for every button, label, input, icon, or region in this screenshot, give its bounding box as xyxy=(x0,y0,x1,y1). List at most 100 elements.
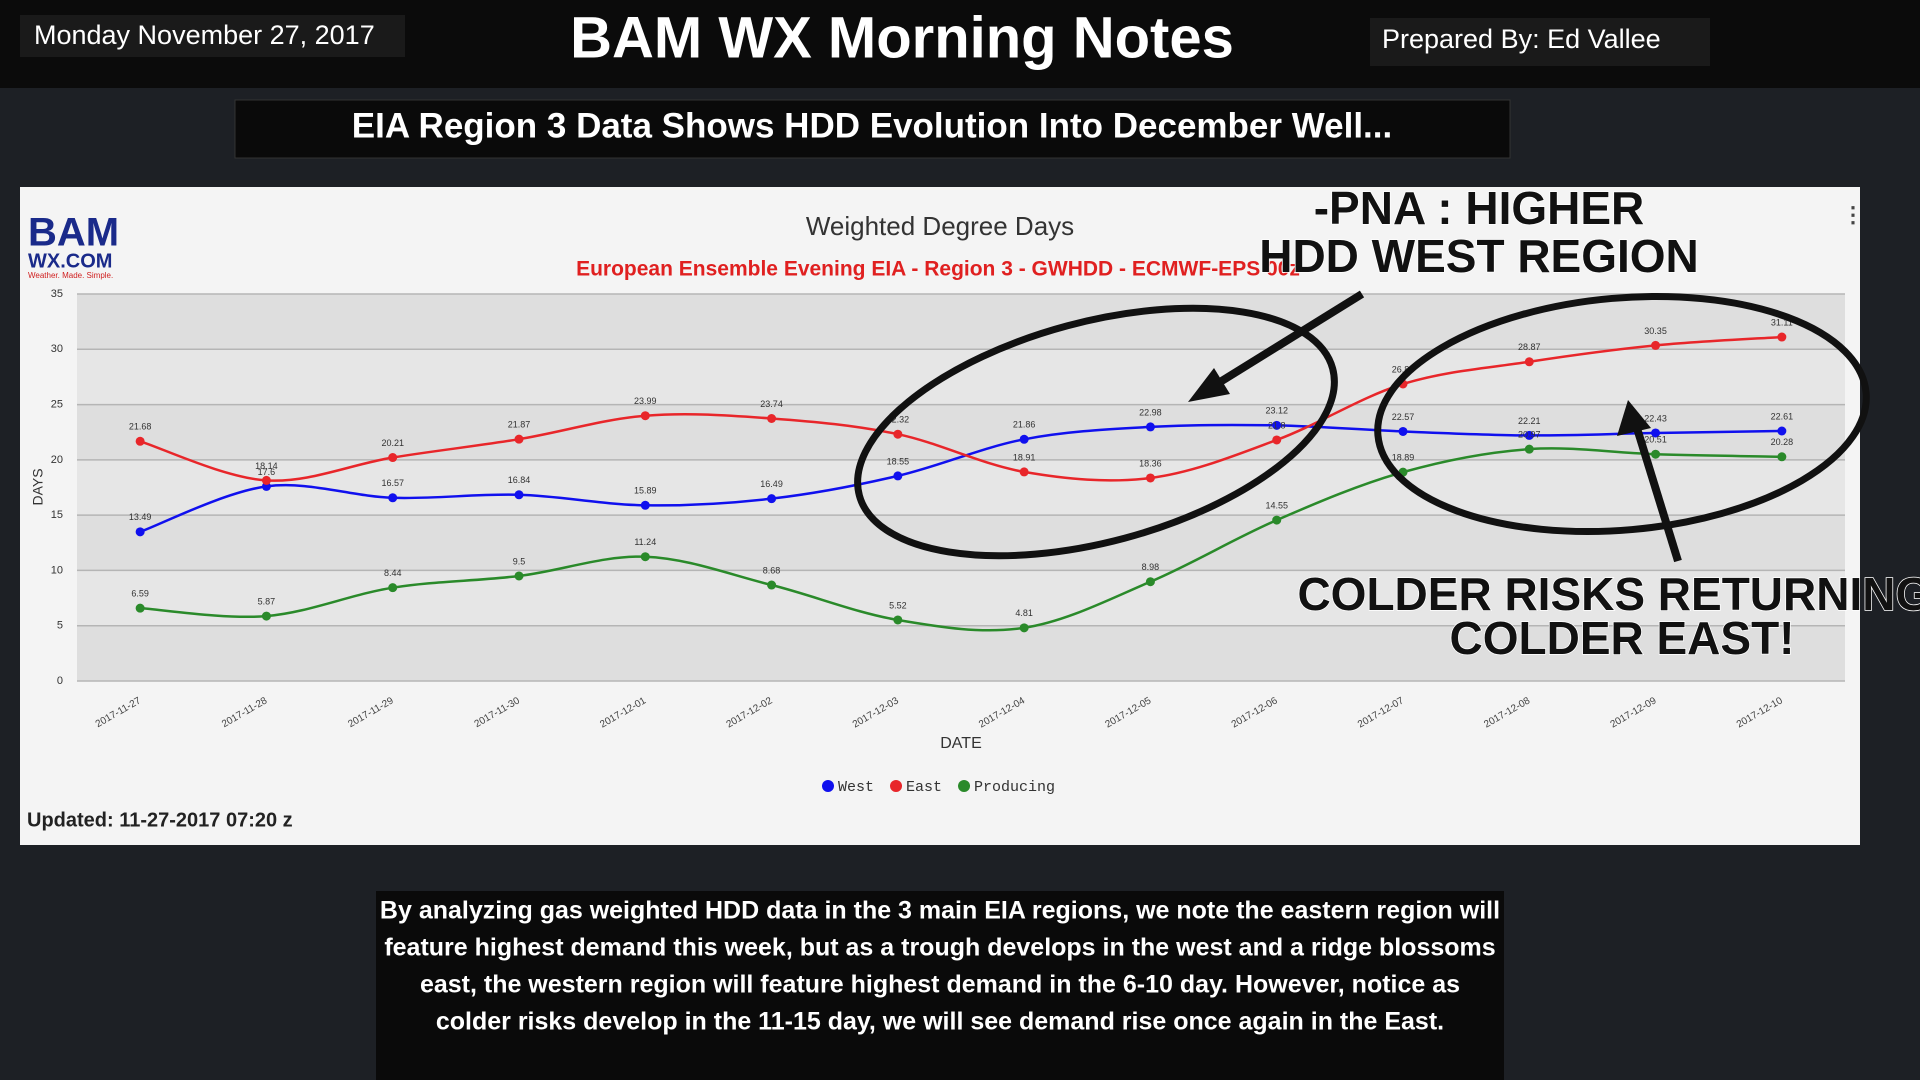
data-label: 20.28 xyxy=(1771,437,1794,447)
data-label: 15.89 xyxy=(634,486,657,496)
logo-site: WX.COM xyxy=(28,250,112,272)
y-tick-label: 20 xyxy=(51,454,63,466)
data-label: 9.5 xyxy=(513,556,526,566)
logo-brand: BAM xyxy=(28,211,119,255)
headline: EIA Region 3 Data Shows HDD Evolution In… xyxy=(352,106,1392,145)
legend-label: West xyxy=(838,779,874,796)
data-point xyxy=(135,436,145,446)
chart-title: Weighted Degree Days xyxy=(806,211,1074,241)
series-line xyxy=(139,335,1782,482)
data-label: 18.91 xyxy=(1013,452,1036,462)
data-point xyxy=(893,429,903,439)
data-point xyxy=(640,552,650,562)
data-point xyxy=(1019,623,1029,633)
data-label: 23.12 xyxy=(1265,406,1288,416)
chart-subtitle: European Ensemble Evening EIA - Region 3… xyxy=(576,258,1300,281)
data-point xyxy=(388,453,398,463)
data-label: 22.98 xyxy=(1139,407,1162,417)
body-text: By analyzing gas weighted HDD data in th… xyxy=(380,897,1500,1036)
legend-marker xyxy=(958,780,971,792)
data-point xyxy=(767,414,777,424)
data-label: 8.68 xyxy=(763,565,781,575)
data-point xyxy=(893,471,903,481)
data-label: 13.49 xyxy=(129,512,152,522)
data-point xyxy=(135,603,145,613)
data-label: 16.57 xyxy=(381,478,404,488)
plot-band xyxy=(77,459,1845,516)
plot-band xyxy=(77,294,1845,350)
data-point xyxy=(514,434,524,444)
y-axis-title: DAYS xyxy=(30,468,46,505)
data-point xyxy=(767,580,777,590)
legend-marker xyxy=(822,780,834,792)
y-tick-label: 0 xyxy=(57,675,63,687)
author-box xyxy=(1370,18,1710,66)
data-label: 31.11 xyxy=(1771,317,1793,327)
legend-label: Producing xyxy=(974,779,1055,796)
updated: Updated: 11-27-2017 07:20 z xyxy=(27,809,293,831)
data-label: 20.21 xyxy=(381,438,404,448)
data-point xyxy=(388,583,398,593)
data-point xyxy=(1272,435,1282,445)
data-point xyxy=(640,500,650,510)
data-point xyxy=(1272,420,1282,430)
data-label: 22.57 xyxy=(1392,412,1415,422)
plot-band xyxy=(77,625,1845,681)
data-label: 4.81 xyxy=(1015,608,1033,618)
arrow-head xyxy=(1188,368,1230,402)
data-label: 18.36 xyxy=(1139,458,1162,468)
logo-tagline: Weather. Made. Simple. xyxy=(28,271,113,280)
body-line: feature highest demand this week, but as… xyxy=(384,934,1495,962)
data-label: 11.24 xyxy=(634,537,656,547)
annotation: COLDER RISKS RETURNING: xyxy=(1297,568,1920,620)
data-label: 30.35 xyxy=(1644,326,1667,336)
data-label: 22.32 xyxy=(887,415,910,425)
data-point xyxy=(1524,357,1534,367)
body-line: By analyzing gas weighted HDD data in th… xyxy=(380,897,1500,925)
data-label: 6.59 xyxy=(131,589,149,599)
data-point xyxy=(1145,577,1155,587)
arrow xyxy=(1209,290,1365,391)
body-line: east, the western region will feature hi… xyxy=(420,971,1460,999)
annotation: HDD WEST REGION xyxy=(1259,230,1699,282)
data-label: 23.74 xyxy=(760,399,783,409)
data-label: 22.21 xyxy=(1518,416,1541,426)
data-point xyxy=(1019,467,1029,477)
data-label: 14.55 xyxy=(1265,500,1288,510)
ellipse xyxy=(854,304,1338,560)
data-label: 8.44 xyxy=(384,568,402,578)
data-label: 16.84 xyxy=(508,475,531,485)
data-label: 23.99 xyxy=(634,396,657,406)
data-point xyxy=(1777,426,1787,436)
data-label: 16.49 xyxy=(760,479,783,489)
data-label: 20.97 xyxy=(1518,430,1541,440)
data-point xyxy=(893,615,903,625)
annotation-overlay: -PNA : HIGHER HDD WEST REGION COLDER RIS… xyxy=(854,181,1920,665)
plot-band xyxy=(77,570,1845,626)
data-point xyxy=(261,475,271,485)
y-tick-label: 25 xyxy=(51,398,63,410)
body-line: colder risks develop in the 11-15 day, w… xyxy=(436,1008,1444,1036)
data-point xyxy=(1524,430,1534,440)
series-line xyxy=(140,447,1782,632)
data-label: 18.55 xyxy=(887,456,910,466)
data-point xyxy=(1145,422,1155,432)
data-label: 26.86 xyxy=(1392,364,1415,374)
data-label: 21.68 xyxy=(129,422,152,432)
data-point xyxy=(767,494,777,504)
author: Prepared By: Ed Vallee xyxy=(1382,24,1661,54)
arrow-head xyxy=(1617,400,1651,436)
y-tick-label: 30 xyxy=(51,343,63,355)
data-point xyxy=(514,571,524,581)
data-point xyxy=(1651,428,1661,438)
data-label: 5.52 xyxy=(889,600,907,610)
data-label: 20.51 xyxy=(1644,435,1667,445)
data-point xyxy=(1777,452,1787,462)
data-label: 18.89 xyxy=(1392,453,1415,463)
menu-icon[interactable]: ⋮ xyxy=(1842,202,1864,227)
data-label: 17.6 xyxy=(258,467,276,477)
data-label: 21.87 xyxy=(508,420,531,430)
date-box xyxy=(20,15,405,57)
